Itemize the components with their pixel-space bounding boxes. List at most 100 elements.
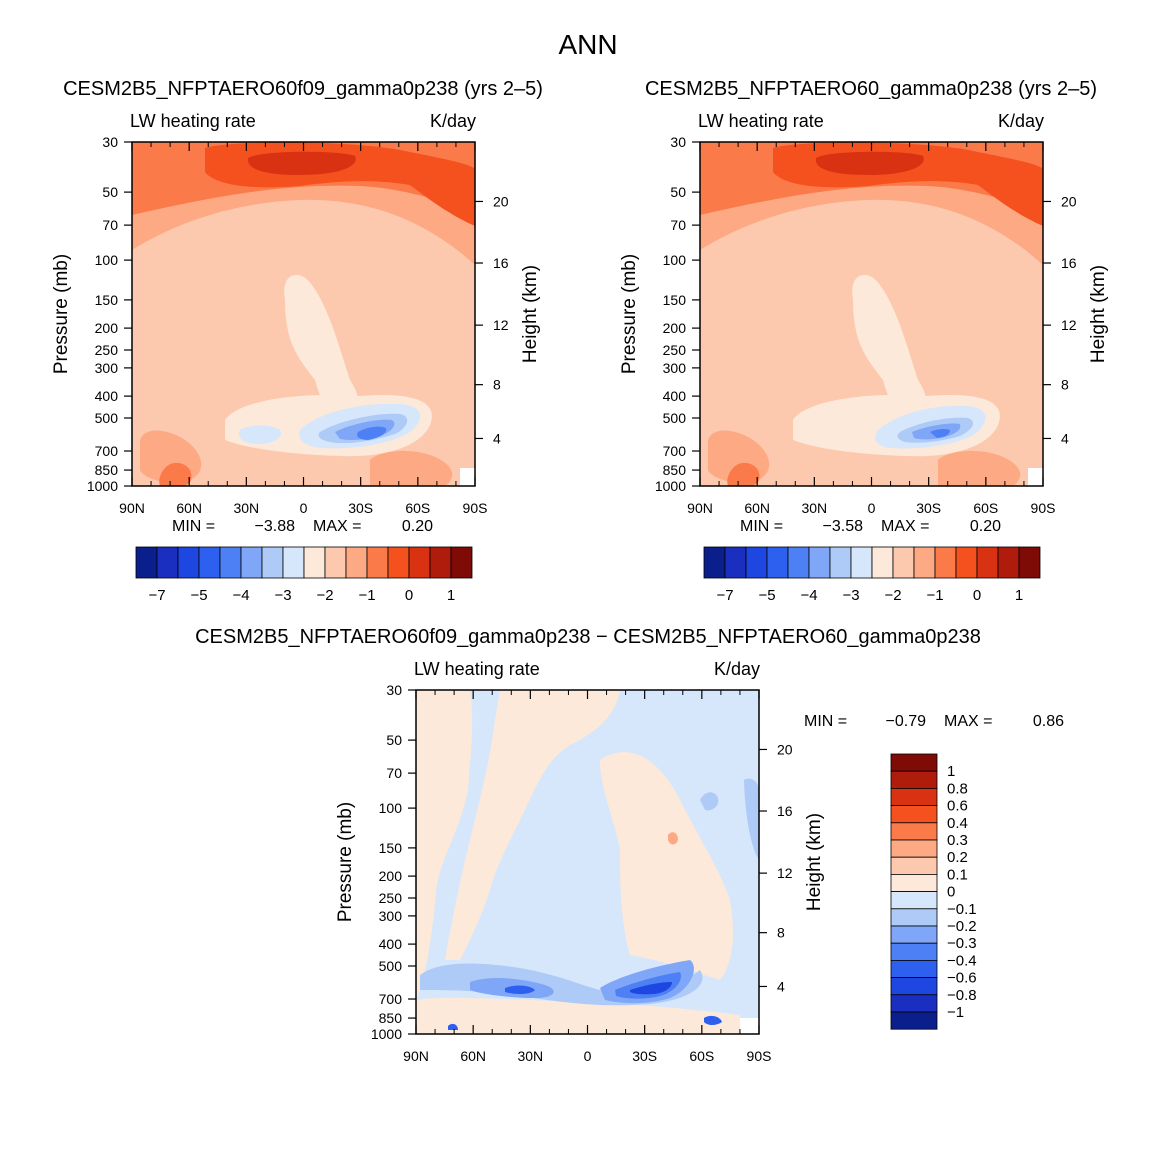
panel-3-field — [416, 690, 759, 1034]
panel-2-max-label: MAX = — [881, 518, 929, 535]
colorbar-swatch — [345, 546, 368, 579]
colorbar-swatch — [955, 546, 978, 579]
colorbar-label: −4 — [232, 587, 249, 604]
lat-tick-label: 60N — [460, 1048, 486, 1064]
height-tick-label: 4 — [493, 430, 501, 446]
colorbar-swatch — [890, 908, 938, 927]
pressure-tick-label: 200 — [95, 320, 119, 336]
pressure-tick-label: 250 — [663, 342, 687, 358]
height-tick-label: 12 — [1061, 317, 1077, 333]
colorbar-swatch — [850, 546, 873, 579]
pressure-tick-label: 300 — [379, 908, 403, 924]
colorbar-swatch — [890, 805, 938, 824]
lat-tick-label: 90S — [747, 1048, 772, 1064]
colorbar-label: −0.6 — [947, 970, 977, 987]
panel-3-max-value: 0.86 — [1033, 713, 1064, 730]
panel-3-min-label: MIN = — [804, 713, 847, 730]
panel-2-units: K/day — [998, 111, 1044, 131]
panel-3: CESM2B5_NFPTAERO60f09_gamma0p238 − CESM2… — [195, 626, 1064, 1064]
pressure-tick-label: 850 — [95, 462, 119, 478]
pressure-tick-label: 70 — [102, 217, 118, 233]
colorbar-swatch — [366, 546, 389, 579]
pressure-tick-label: 30 — [670, 134, 686, 150]
panel-1-min-label: MIN = — [172, 518, 215, 535]
height-tick-label: 16 — [1061, 255, 1077, 271]
pressure-tick-label: 50 — [386, 732, 402, 748]
colorbar-label: 0 — [405, 587, 413, 604]
colorbar-swatch — [890, 942, 938, 961]
colorbar-label: −0.1 — [947, 901, 977, 918]
colorbar-swatch — [913, 546, 936, 579]
colorbar-label: −1 — [947, 1004, 964, 1021]
colorbar-swatch — [745, 546, 768, 579]
lat-tick-label: 30S — [916, 500, 941, 516]
colorbar-swatch — [890, 960, 938, 979]
pressure-tick-label: 50 — [102, 184, 118, 200]
panel-2-variable: LW heating rate — [698, 111, 824, 131]
colorbar-label: 0.3 — [947, 832, 968, 849]
colorbar-swatch — [890, 822, 938, 841]
panel-1-field — [132, 142, 475, 486]
lat-tick-label: 0 — [868, 500, 876, 516]
panel-1-ylabel: Pressure (mb) — [51, 254, 72, 374]
colorbar-label: −0.4 — [947, 952, 977, 969]
colorbar-swatch — [976, 546, 999, 579]
pressure-tick-label: 100 — [95, 252, 119, 268]
panel-3-max-label: MAX = — [944, 713, 992, 730]
colorbar-swatch — [890, 977, 938, 996]
colorbar-swatch — [890, 874, 938, 893]
colorbar-swatch — [890, 839, 938, 858]
panel-3-ylabel: Pressure (mb) — [335, 802, 356, 922]
pressure-tick-label: 150 — [663, 292, 687, 308]
colorbar-label: −2 — [316, 587, 333, 604]
pressure-tick-label: 150 — [95, 292, 119, 308]
lat-tick-label: 30N — [233, 500, 259, 516]
panel-1-units: K/day — [430, 111, 476, 131]
pressure-tick-label: 100 — [379, 800, 403, 816]
height-tick-label: 16 — [777, 803, 793, 819]
lat-tick-label: 0 — [300, 500, 308, 516]
colorbar-swatch — [808, 546, 831, 579]
pressure-tick-label: 250 — [379, 890, 403, 906]
pressure-tick-label: 200 — [379, 868, 403, 884]
lat-tick-label: 60N — [744, 500, 770, 516]
height-tick-label: 8 — [777, 925, 785, 941]
pressure-tick-label: 500 — [663, 410, 687, 426]
colorbar-label: 0.8 — [947, 780, 968, 797]
panel-3-title: CESM2B5_NFPTAERO60f09_gamma0p238 − CESM2… — [195, 626, 981, 648]
colorbar-swatch — [177, 546, 200, 579]
colorbar-swatch — [934, 546, 957, 579]
panel-3-ylabel-right: Height (km) — [804, 813, 825, 911]
colorbar-label: 1 — [1015, 587, 1023, 604]
colorbar-label: 0 — [973, 587, 981, 604]
colorbar-swatch — [890, 925, 938, 944]
lat-tick-label: 30N — [801, 500, 827, 516]
pressure-tick-label: 30 — [102, 134, 118, 150]
colorbar-swatch — [766, 546, 789, 579]
height-tick-label: 8 — [493, 377, 501, 393]
colorbar-label: −0.8 — [947, 987, 977, 1004]
colorbar-label: −4 — [800, 587, 817, 604]
pressure-tick-label: 850 — [379, 1010, 403, 1026]
colorbar-swatch — [198, 546, 221, 579]
height-tick-label: 20 — [493, 193, 509, 209]
panel-1-colorbar: −7 −5 −4 −3 −2 −1 0 1 — [135, 546, 473, 604]
colorbar-swatch — [219, 546, 242, 579]
panel-3-min-value: −0.79 — [886, 713, 927, 730]
colorbar-swatch — [240, 546, 263, 579]
height-tick-label: 12 — [493, 317, 509, 333]
pressure-tick-label: 250 — [95, 342, 119, 358]
lat-tick-label: 90S — [1031, 500, 1056, 516]
colorbar-label: −2 — [884, 587, 901, 604]
height-tick-label: 20 — [777, 741, 793, 757]
pressure-tick-label: 1000 — [87, 478, 118, 494]
colorbar-label: 0.6 — [947, 798, 968, 815]
colorbar-label: −1 — [358, 587, 375, 604]
panel-3-colorbar: 10.80.60.40.30.20.10−0.1−0.2−0.3−0.4−0.6… — [890, 753, 977, 1030]
lat-tick-label: 60S — [405, 500, 430, 516]
lat-tick-label: 60S — [973, 500, 998, 516]
colorbar-swatch — [892, 546, 915, 579]
colorbar-label: −7 — [148, 587, 165, 604]
